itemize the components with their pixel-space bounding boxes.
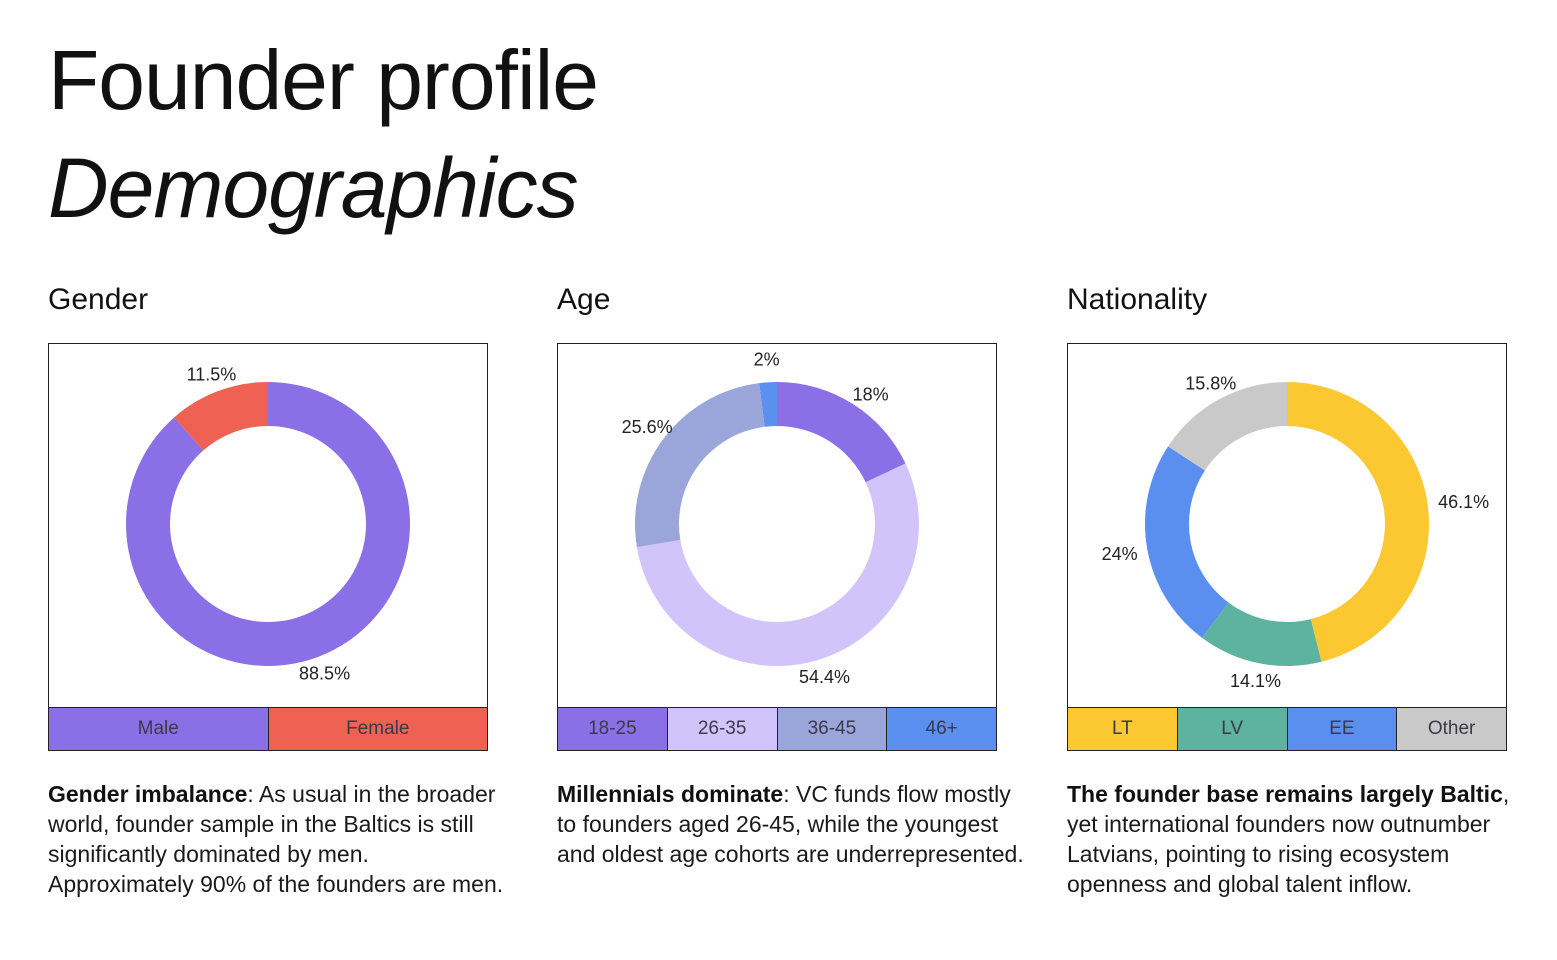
legend-item-36-45: 36-45 (777, 708, 888, 750)
age-donut-chart: 18% 54.4% 25.6% 2% (622, 349, 919, 687)
donut-slice-18-25 (777, 382, 906, 483)
gender-donut-chart: 88.5% 11.5% (125, 364, 411, 684)
nationality-panel: Nationality 46.1% 14.1% 24% 15.8% LT LV EE Oth… (1067, 280, 1509, 899)
page-title: Founder profile (48, 33, 599, 127)
donut-slice-other (1168, 382, 1287, 471)
nationality-donut-chart: 46.1% 14.1% 24% 15.8% (1102, 373, 1490, 691)
nationality-legend: LT LV EE Other (1068, 707, 1506, 750)
age-chart-box: 18% 54.4% 25.6% 2% 18-25 26-35 36-45 46+ (557, 343, 997, 751)
legend-item-ee: EE (1287, 708, 1398, 750)
legend-item-lv: LV (1177, 708, 1288, 750)
page-subtitle: Demographics (48, 141, 579, 235)
gender-heading: Gender (48, 283, 149, 316)
gender-description: Gender imbalance: As usual in the broade… (48, 779, 518, 899)
donut-slice-lv (1202, 602, 1322, 666)
nationality-description: The founder base remains largely Baltic,… (1067, 779, 1537, 899)
donut-slice-female (174, 382, 268, 451)
nationality-description-text: , yet international founders now outnumb… (1067, 781, 1510, 897)
legend-item-other: Other (1397, 708, 1506, 750)
legend-item-26-35: 26-35 (667, 708, 778, 750)
legend-item-46: 46+ (887, 708, 996, 750)
gender-description-bold: Gender imbalance (48, 781, 248, 807)
gender-panel: Gender 88.5% 11.5% Male Female Gender imba… (48, 280, 503, 899)
nationality-chart-box: 46.1% 14.1% 24% 15.8% LT LV EE Other (1067, 343, 1507, 751)
slice-label-lt: 46.1% (1438, 492, 1489, 512)
slice-label-26-35: 54.4% (799, 667, 850, 687)
donut-slice-46 (759, 382, 777, 427)
legend-item-male: Male (49, 708, 269, 750)
age-legend: 18-25 26-35 36-45 46+ (558, 707, 996, 750)
legend-item-18-25: 18-25 (558, 708, 668, 750)
slice-label-46: 2% (754, 349, 780, 369)
slice-label-18-25: 18% (853, 384, 889, 404)
nationality-heading: Nationality (1067, 283, 1208, 316)
donut-slice-ee (1145, 446, 1229, 638)
donut-slice-36-45 (635, 383, 765, 548)
slice-label-male: 88.5% (299, 664, 350, 684)
age-panel: Age 18% 54.4% 25.6% 2% 18-25 26-35 36-45 46+ M… (557, 280, 1024, 869)
gender-description-text: : As usual in the broader world, founder… (48, 781, 504, 897)
nationality-description-bold: The founder base remains largely Baltic (1067, 781, 1503, 807)
slice-label-36-45: 25.6% (622, 417, 673, 437)
donut-slice-male (125, 382, 411, 666)
age-description-bold: Millennials dominate (557, 781, 784, 807)
age-description: Millennials dominate: VC funds flow most… (557, 779, 1027, 869)
slice-label-lv: 14.1% (1230, 671, 1281, 691)
legend-item-female: Female (268, 708, 487, 750)
age-description-text: : VC funds flow mostly to founders aged … (557, 781, 1024, 867)
age-heading: Age (557, 283, 611, 316)
slice-label-ee: 24% (1102, 544, 1138, 564)
gender-chart-box: 88.5% 11.5% Male Female (48, 343, 488, 751)
legend-item-lt: LT (1068, 708, 1178, 750)
slice-label-other: 15.8% (1185, 373, 1236, 393)
donut-slice-26-35 (636, 463, 919, 666)
donut-slice-lt (1287, 382, 1429, 662)
slice-label-female: 11.5% (187, 364, 237, 384)
gender-legend: Male Female (49, 707, 487, 750)
